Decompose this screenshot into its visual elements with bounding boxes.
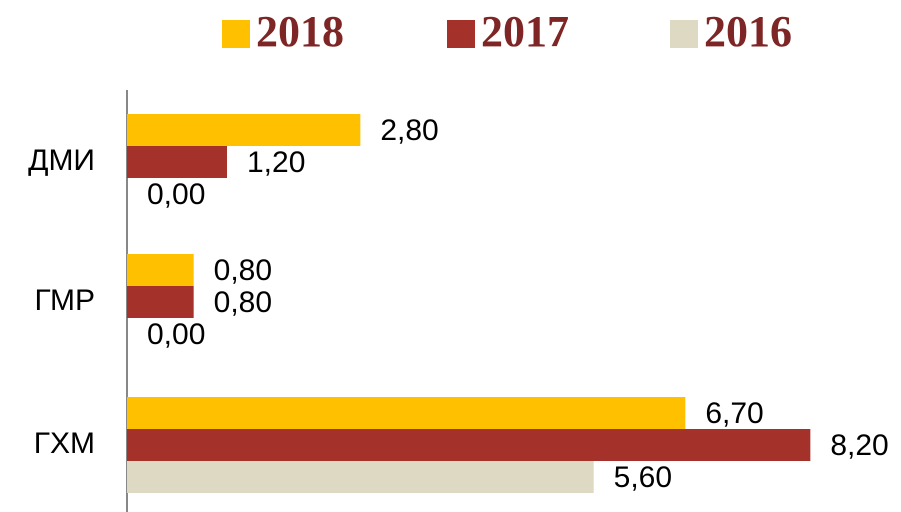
- bar: [127, 429, 811, 461]
- bar: [127, 286, 194, 318]
- value-label: 0,00: [147, 318, 205, 351]
- y-tick-label: ДМИ: [28, 144, 95, 177]
- legend-label: 2018: [256, 7, 344, 56]
- value-label: 1,20: [247, 146, 305, 179]
- legend-label: 2017: [481, 7, 569, 56]
- value-label: 2,80: [380, 114, 438, 147]
- legend-swatch: [447, 20, 475, 48]
- value-label: 6,70: [705, 397, 763, 430]
- value-label: 5,60: [614, 461, 672, 494]
- bar: [127, 254, 194, 286]
- legend-swatch: [670, 20, 698, 48]
- value-label: 0,80: [214, 286, 272, 319]
- legend-swatch: [222, 20, 250, 48]
- bar: [127, 146, 227, 178]
- value-label: 0,80: [214, 254, 272, 287]
- value-label: 0,00: [147, 178, 205, 211]
- value-label: 8,20: [830, 429, 888, 462]
- legend-label: 2016: [704, 7, 792, 56]
- bar: [127, 397, 686, 429]
- y-tick-label: ГХМ: [34, 427, 95, 460]
- bar: [127, 114, 361, 146]
- y-tick-label: ГМР: [34, 284, 95, 317]
- bar: [127, 461, 594, 493]
